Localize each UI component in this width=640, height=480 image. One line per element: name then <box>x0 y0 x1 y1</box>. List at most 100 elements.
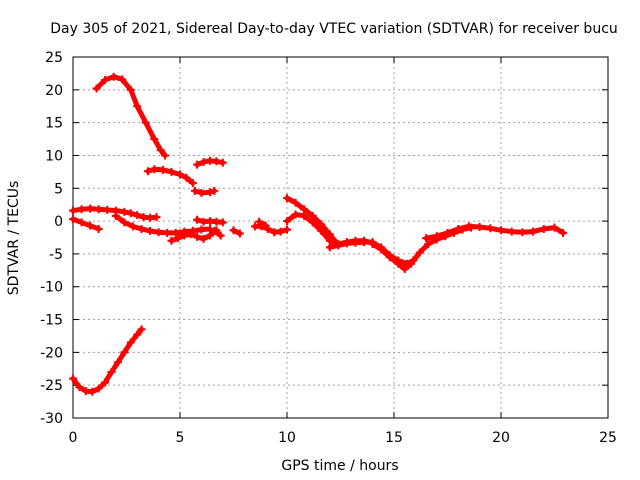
data-point-marker <box>205 188 214 197</box>
data-point-marker <box>385 253 394 262</box>
data-point-marker <box>137 325 146 334</box>
data-point-marker <box>126 209 135 218</box>
data-point-marker <box>486 224 495 233</box>
data-point-marker <box>163 228 172 237</box>
data-point-marker <box>193 215 202 224</box>
data-point-marker <box>529 227 538 236</box>
data-point-marker <box>199 158 208 167</box>
data-point-marker <box>507 227 516 236</box>
data-point-marker <box>77 205 86 214</box>
data-point-marker <box>150 165 159 174</box>
series-arc-main-h <box>250 222 291 237</box>
data-point-marker <box>351 238 360 247</box>
grid-layer <box>73 57 608 418</box>
data-point-marker <box>69 374 77 383</box>
data-point-marker <box>235 229 244 238</box>
data-point-marker <box>120 348 129 357</box>
data-point-marker <box>197 225 206 234</box>
data-point-marker <box>559 228 568 237</box>
series-arc-main-k <box>283 194 341 247</box>
data-point-marker <box>325 243 334 252</box>
series-arc-high <box>92 72 170 160</box>
data-point-marker <box>443 228 452 237</box>
data-point-marker <box>88 387 97 396</box>
data-point-marker <box>111 211 120 220</box>
data-point-marker <box>146 226 155 235</box>
data-point-marker <box>103 205 112 214</box>
data-point-marker <box>69 215 77 224</box>
data-point-marker <box>186 230 195 239</box>
data-point-marker <box>210 186 219 195</box>
y-tick-label: 10 <box>45 148 63 164</box>
data-point-marker <box>377 245 386 254</box>
series-arc-low <box>69 325 146 396</box>
data-point-marker <box>308 211 317 220</box>
series-trace <box>70 216 102 232</box>
data-point-marker <box>283 217 291 226</box>
data-point-marker <box>368 240 377 249</box>
data-point-marker <box>167 236 176 245</box>
x-tick-label: 5 <box>176 430 185 446</box>
tick-layer: 0 5 10 15 20 25 -30 -25 -20 -15 -10 -5 0 5 10 15 20 25 <box>40 50 617 446</box>
y-tick-label: -30 <box>40 411 63 427</box>
data-point-marker <box>193 160 202 169</box>
data-point-marker <box>109 72 118 81</box>
data-point-marker <box>126 338 135 347</box>
data-point-marker <box>283 194 291 203</box>
series-arc-main-a <box>69 204 161 222</box>
data-point-marker <box>497 226 505 235</box>
data-point-marker <box>197 188 206 197</box>
data-point-marker <box>422 234 431 243</box>
data-point-marker <box>317 220 326 229</box>
y-tick-label: 5 <box>54 181 63 197</box>
data-point-marker <box>216 231 225 240</box>
series-arc-main-f <box>210 226 225 240</box>
data-point-marker <box>120 207 129 216</box>
data-point-marker <box>190 186 199 195</box>
data-point-marker <box>113 358 122 367</box>
data-point-marker <box>300 205 309 214</box>
y-tick-label: -5 <box>49 247 63 263</box>
data-point-marker <box>210 226 219 235</box>
data-point-marker <box>415 248 424 257</box>
y-tick-label: 25 <box>45 50 63 66</box>
data-point-marker <box>94 384 103 393</box>
data-point-marker <box>180 231 189 240</box>
data-point-marker <box>212 157 221 166</box>
data-point-marker <box>128 222 137 231</box>
plot-frame <box>72 56 609 419</box>
data-point-marker <box>255 217 264 226</box>
data-point-marker <box>176 170 184 179</box>
x-tick-label: 20 <box>492 430 510 446</box>
data-point-marker <box>161 151 170 160</box>
y-axis-label: SDTVAR / TECUs <box>6 181 22 296</box>
data-point-marker <box>261 221 270 230</box>
data-point-marker <box>133 211 142 220</box>
data-point-marker <box>101 378 110 387</box>
data-point-marker <box>182 173 191 182</box>
y-tick-label: -10 <box>40 280 63 296</box>
series-arc-main-c <box>111 211 214 237</box>
data-point-marker <box>75 383 84 392</box>
data-point-marker <box>171 228 180 237</box>
data-point-marker <box>77 218 86 227</box>
x-tick-label: 15 <box>385 430 403 446</box>
data-point-marker <box>360 238 369 247</box>
y-tick-label: 15 <box>45 116 63 132</box>
series-arc-main-e <box>193 215 227 227</box>
data-point-marker <box>193 232 202 241</box>
data-point-marker <box>118 75 127 84</box>
data-point-marker <box>550 223 559 232</box>
data-point-marker <box>158 165 167 174</box>
data-point-marker <box>454 224 463 233</box>
data-point-marker <box>283 225 291 234</box>
series-arc-main-g <box>229 226 244 238</box>
data-point-marker <box>86 221 95 230</box>
data-point-marker <box>325 230 334 239</box>
data-point-marker <box>69 206 77 215</box>
data-point-marker <box>133 330 142 339</box>
series-arc-upper-mid <box>143 165 197 188</box>
data-point-marker <box>92 84 101 93</box>
data-point-marker <box>120 218 129 227</box>
